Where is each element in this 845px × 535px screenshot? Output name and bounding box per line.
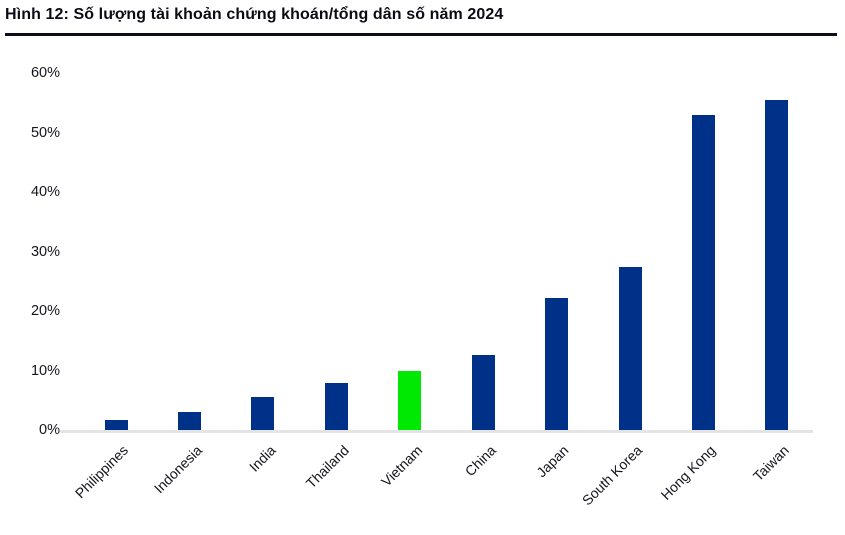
bar-vietnam: [398, 371, 421, 430]
bar-philippines: [105, 420, 128, 430]
x-tick-label-japan: Japan: [533, 442, 572, 481]
x-tick-label-vietnam: Vietnam: [377, 442, 426, 490]
x-tick-label-hong-kong: Hong Kong: [657, 442, 719, 503]
bar-hong-kong: [692, 115, 715, 430]
x-tick-label-india: India: [245, 442, 279, 475]
bar-south-korea: [619, 267, 642, 430]
title-underline: [5, 33, 837, 36]
bar-india: [251, 397, 274, 430]
y-tick-label: 10%: [30, 362, 60, 379]
bar-taiwan: [765, 100, 788, 430]
bar-thailand: [325, 383, 348, 430]
x-tick-label-china: China: [461, 442, 499, 480]
bar-china: [472, 355, 495, 430]
y-tick-label: 50%: [30, 124, 60, 141]
y-tick-label: 30%: [30, 243, 60, 260]
y-tick-label: 20%: [30, 303, 60, 319]
x-axis-line: [60, 430, 813, 433]
x-tick-label-philippines: Philippines: [72, 442, 132, 502]
y-tick-label: 0%: [39, 422, 60, 438]
bar-japan: [545, 298, 568, 430]
x-tick-label-taiwan: Taiwan: [750, 442, 793, 485]
figure-title: Hình 12: Số lượng tài khoản chứng khoán/…: [5, 6, 504, 23]
y-tick-label: 60%: [30, 65, 60, 81]
bar-indonesia: [178, 412, 201, 430]
x-tick-label-thailand: Thailand: [302, 442, 352, 492]
y-tick-label: 40%: [30, 184, 60, 200]
x-tick-label-south-korea: South Korea: [579, 442, 646, 509]
x-tick-label-indonesia: Indonesia: [150, 442, 205, 497]
